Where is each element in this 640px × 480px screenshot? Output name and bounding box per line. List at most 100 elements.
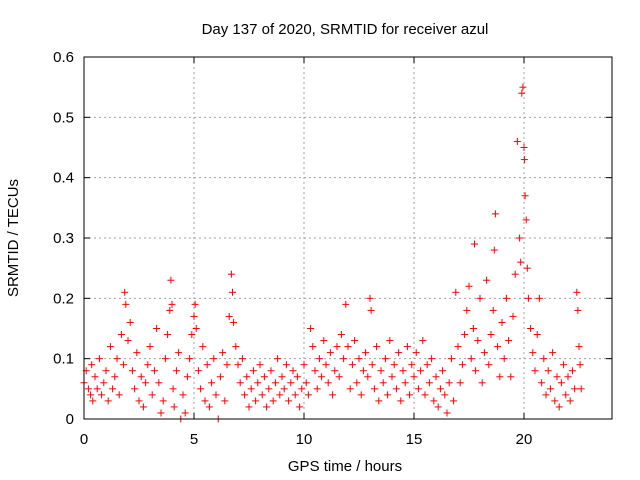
data-point: [560, 361, 568, 369]
data-point: [287, 379, 295, 387]
data-point: [104, 397, 112, 405]
data-point: [546, 385, 554, 393]
data-point: [113, 355, 121, 363]
data-point: [480, 349, 488, 357]
data-point: [529, 349, 537, 357]
data-point: [91, 373, 99, 381]
data-point: [166, 306, 174, 314]
chart-title: Day 137 of 2020, SRMTID for receiver azu…: [202, 21, 489, 38]
data-point: [102, 367, 110, 375]
data-point: [146, 343, 154, 351]
data-point: [121, 288, 129, 296]
data-point: [254, 379, 262, 387]
data-point: [309, 343, 317, 351]
data-point: [183, 373, 191, 381]
data-point: [267, 367, 275, 375]
data-point: [205, 403, 213, 411]
data-point: [401, 379, 409, 387]
data-point: [410, 373, 418, 381]
x-tick-label: 20: [516, 431, 533, 448]
data-point: [549, 349, 557, 357]
data-point: [469, 325, 477, 332]
data-point: [293, 373, 301, 381]
data-point: [463, 306, 471, 314]
data-point: [88, 361, 96, 369]
data-point: [523, 264, 531, 272]
data-point: [245, 403, 253, 411]
data-point: [397, 397, 405, 405]
data-point: [348, 361, 356, 369]
data-point: [265, 385, 273, 393]
data-point: [452, 288, 460, 296]
data-point: [148, 391, 156, 399]
data-point: [201, 397, 209, 405]
data-point: [168, 300, 176, 308]
data-point: [223, 361, 231, 369]
data-point: [197, 385, 205, 393]
data-point: [414, 385, 422, 393]
data-point: [500, 355, 508, 363]
data-point: [153, 325, 161, 332]
data-point: [432, 373, 440, 381]
data-point: [359, 367, 367, 375]
data-point: [507, 373, 515, 381]
data-point: [531, 367, 539, 375]
data-point: [521, 192, 529, 200]
data-point: [122, 300, 130, 308]
data-point: [199, 343, 207, 351]
data-point: [190, 312, 198, 320]
data-point: [496, 373, 504, 381]
data-point: [509, 312, 517, 320]
data-point: [137, 373, 145, 381]
data-point: [428, 355, 436, 363]
data-point: [465, 282, 473, 290]
data-point: [489, 306, 497, 314]
data-point: [502, 294, 510, 302]
data-point: [260, 373, 268, 381]
data-point: [161, 355, 169, 363]
data-point: [320, 337, 328, 345]
data-point: [175, 349, 183, 357]
data-point: [115, 391, 123, 399]
data-point: [84, 385, 92, 393]
data-point: [194, 367, 202, 375]
data-point: [551, 397, 559, 405]
data-point: [247, 385, 255, 393]
y-tick-label: 0.5: [53, 109, 74, 126]
data-point: [498, 318, 506, 326]
data-point: [456, 379, 464, 387]
data-point: [212, 391, 220, 399]
x-tick-label: 10: [296, 431, 313, 448]
data-point: [150, 367, 158, 375]
data-point: [454, 343, 462, 351]
data-point: [117, 331, 125, 339]
data-point: [169, 385, 177, 393]
data-point: [313, 385, 321, 393]
data-point: [157, 409, 165, 417]
data-point: [518, 89, 526, 97]
y-tick-label: 0.4: [53, 170, 74, 187]
data-point: [230, 318, 238, 326]
data-point: [188, 331, 196, 339]
y-tick-label: 0: [66, 411, 74, 428]
data-point: [485, 361, 493, 369]
data-point: [544, 367, 552, 375]
data-point: [269, 397, 277, 405]
data-point: [216, 373, 224, 381]
y-tick-label: 0.6: [53, 49, 74, 66]
data-point: [423, 361, 431, 369]
x-axis-label: GPS time / hours: [288, 458, 402, 475]
data-point: [274, 355, 282, 363]
data-point: [304, 391, 312, 399]
y-tick-label: 0.3: [53, 230, 74, 247]
data-point: [232, 343, 240, 351]
data-point: [98, 391, 106, 399]
data-point: [439, 367, 447, 375]
data-point: [450, 397, 458, 405]
data-point: [225, 312, 233, 320]
data-point: [364, 373, 372, 381]
data-point: [573, 288, 581, 296]
data-point: [318, 373, 326, 381]
data-point: [577, 385, 585, 393]
data-point: [476, 294, 484, 302]
